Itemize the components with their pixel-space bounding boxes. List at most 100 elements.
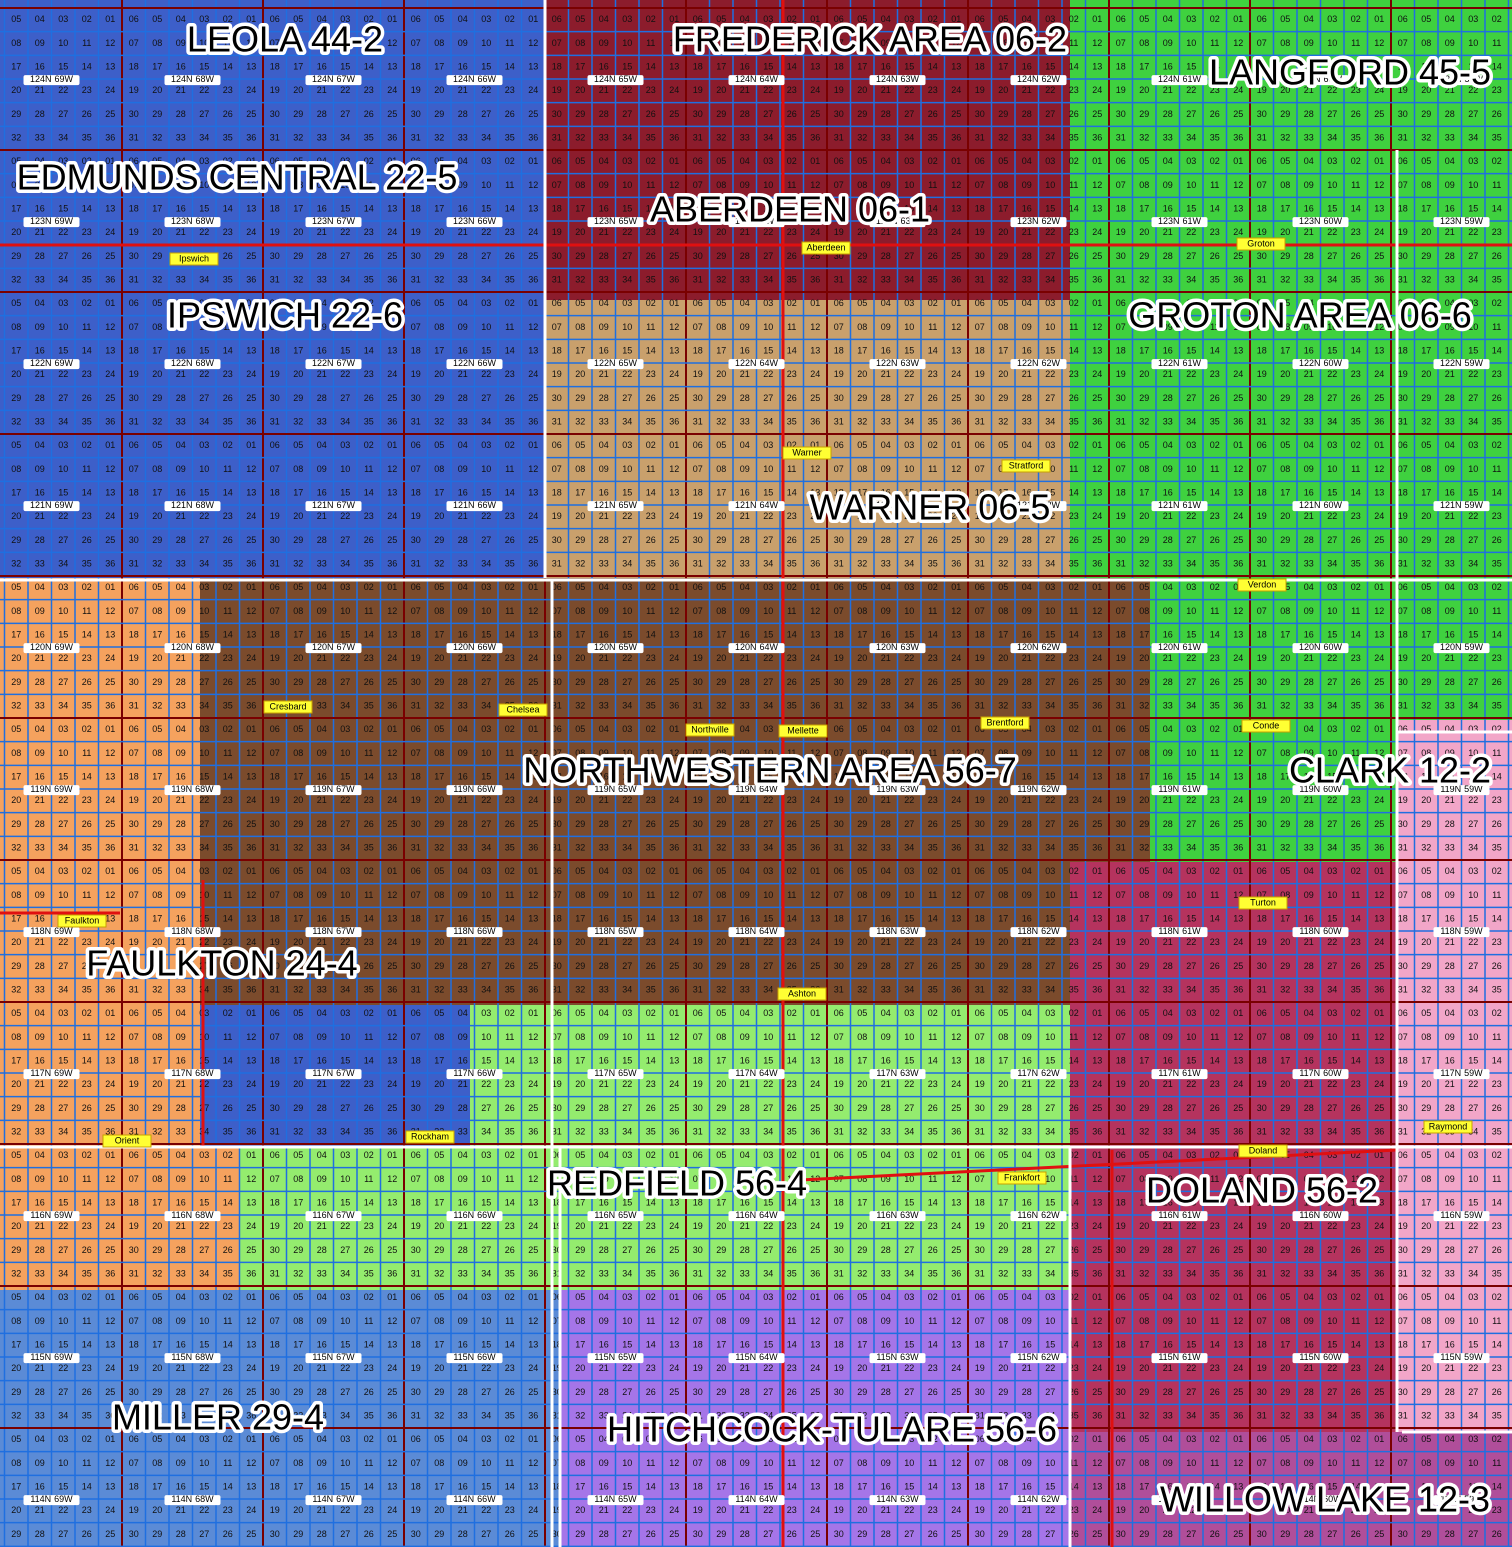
section-number: 29 (1280, 1103, 1290, 1113)
section-number: 22 (904, 937, 914, 947)
section-number: 25 (1092, 677, 1102, 687)
section-number: 05 (152, 582, 162, 592)
section-number: 21 (176, 1079, 186, 1089)
section-number: 16 (458, 62, 468, 72)
section-number: 14 (1210, 1340, 1220, 1350)
section-number: 21 (317, 1221, 327, 1231)
section-number: 19 (693, 85, 703, 95)
section-number: 24 (810, 653, 820, 663)
section-number: 02 (1492, 156, 1502, 166)
section-number: 18 (552, 346, 562, 356)
section-number: 21 (599, 227, 609, 237)
section-number: 32 (434, 417, 444, 427)
section-number: 13 (1092, 346, 1102, 356)
section-number: 15 (1327, 1340, 1337, 1350)
section-number: 24 (246, 1221, 256, 1231)
section-number: 15 (1186, 772, 1196, 782)
section-number: 24 (1092, 369, 1102, 379)
section-number: 07 (1116, 606, 1126, 616)
section-number: 15 (1045, 1340, 1055, 1350)
section-number: 05 (1139, 1292, 1149, 1302)
township-row: 117N (312, 1069, 333, 1079)
township-row: 116N (876, 1211, 897, 1221)
section-number: 36 (1233, 559, 1243, 569)
section-number: 33 (1022, 275, 1032, 285)
section-number: 36 (246, 1269, 256, 1279)
section-number: 36 (669, 417, 679, 427)
section-number: 35 (364, 1411, 374, 1421)
section-number: 10 (763, 1458, 773, 1468)
section-number: 23 (82, 85, 92, 95)
township-row: 116N (30, 1211, 51, 1221)
section-number: 04 (317, 582, 327, 592)
section-number: 02 (646, 298, 656, 308)
section-number: 24 (1092, 511, 1102, 521)
section-number: 29 (1139, 535, 1149, 545)
section-number: 25 (387, 1387, 397, 1397)
section-number: 21 (458, 795, 468, 805)
section-number: 18 (693, 62, 703, 72)
section-number: 01 (669, 1008, 679, 1018)
section-number: 01 (951, 156, 961, 166)
section-number: 22 (58, 369, 68, 379)
section-number: 11 (1351, 464, 1360, 474)
section-number: 20 (1139, 1221, 1149, 1231)
section-number: 06 (270, 582, 280, 592)
section-number: 34 (1186, 133, 1196, 143)
township-row: 120N (876, 643, 898, 653)
section-number: 31 (693, 417, 703, 427)
section-number: 04 (1163, 1434, 1173, 1444)
section-number: 14 (364, 1340, 374, 1350)
township-row: 115N (1440, 1353, 1461, 1363)
section-number: 34 (622, 1269, 632, 1279)
section-number: 02 (1351, 1008, 1361, 1018)
section-number: 11 (1210, 180, 1219, 190)
section-number: 04 (458, 14, 468, 24)
section-number: 35 (1351, 275, 1361, 285)
section-number: 28 (599, 819, 609, 829)
section-number: 06 (975, 1292, 985, 1302)
section-number: 26 (505, 535, 515, 545)
section-number: 10 (1468, 606, 1478, 616)
section-number: 07 (1398, 38, 1408, 48)
section-number: 21 (740, 511, 750, 521)
section-number: 23 (364, 1363, 374, 1373)
township-range: 69W (55, 75, 74, 85)
section-number: 08 (575, 464, 585, 474)
section-number: 09 (1304, 38, 1314, 48)
section-number: 28 (740, 109, 750, 119)
section-number: 18 (975, 204, 985, 214)
section-number: 29 (575, 109, 585, 119)
section-number: 09 (1022, 1316, 1032, 1326)
section-number: 07 (1398, 1032, 1408, 1042)
section-number: 21 (740, 937, 750, 947)
section-number: 03 (199, 440, 209, 450)
section-number: 08 (575, 180, 585, 190)
section-number: 29 (434, 535, 444, 545)
section-number: 21 (317, 85, 327, 95)
section-number: 13 (387, 1482, 397, 1492)
section-number: 12 (1233, 1458, 1243, 1468)
section-number: 25 (1233, 1529, 1243, 1539)
section-number: 14 (223, 914, 233, 924)
section-number: 11 (787, 1458, 796, 1468)
section-number: 10 (58, 890, 68, 900)
section-number: 05 (575, 1292, 585, 1302)
section-number: 30 (270, 1245, 280, 1255)
section-number: 05 (293, 440, 303, 450)
section-number: 04 (1022, 440, 1032, 450)
section-number: 09 (1022, 748, 1032, 758)
section-number: 01 (1092, 1434, 1102, 1444)
section-number: 03 (340, 724, 350, 734)
section-number: 22 (481, 1505, 491, 1515)
section-number: 09 (881, 464, 891, 474)
section-number: 20 (1280, 1363, 1290, 1373)
section-number: 10 (340, 1032, 350, 1042)
township-range: 68W (195, 1353, 214, 1363)
township-row: 114N (171, 1495, 192, 1505)
section-number: 34 (1327, 275, 1337, 285)
section-number: 15 (58, 346, 68, 356)
section-number: 25 (246, 1387, 256, 1397)
section-number: 33 (599, 985, 609, 995)
section-number: 15 (58, 772, 68, 782)
